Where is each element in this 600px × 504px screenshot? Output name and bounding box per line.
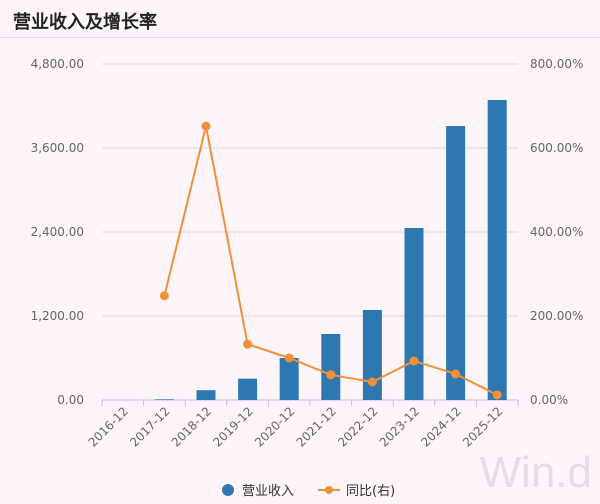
legend-line-label: 同比(右) bbox=[346, 484, 395, 499]
x-tick-label: 2019-12 bbox=[210, 404, 255, 449]
point-2021-12 bbox=[326, 370, 336, 380]
left-tick-label: 0.00 bbox=[57, 393, 84, 407]
point-2025-12 bbox=[492, 390, 502, 400]
x-tick-label: 2024-12 bbox=[418, 404, 463, 449]
x-tick-label: 2025-12 bbox=[460, 404, 505, 449]
point-2020-12 bbox=[284, 353, 294, 363]
bar-2018-12 bbox=[196, 390, 216, 400]
x-tick-label: 2018-12 bbox=[169, 404, 214, 449]
bar-2025-12 bbox=[487, 99, 507, 400]
bar-2024-12 bbox=[446, 126, 466, 401]
right-tick-label: 400.00% bbox=[530, 225, 583, 239]
x-tick-label: 2022-12 bbox=[335, 404, 380, 449]
legend-bar-label: 营业收入 bbox=[242, 484, 294, 499]
x-tick-label: 2017-12 bbox=[127, 404, 172, 449]
bar-2017-12 bbox=[154, 399, 174, 400]
right-tick-label: 0.00% bbox=[530, 393, 568, 407]
point-2018-12 bbox=[201, 121, 211, 131]
bar-2019-12 bbox=[238, 378, 258, 400]
x-tick-label: 2016-12 bbox=[86, 404, 131, 449]
x-tick-label: 2021-12 bbox=[294, 404, 339, 449]
bar-2020-12 bbox=[279, 358, 299, 400]
x-tick-label: 2020-12 bbox=[252, 404, 297, 449]
left-tick-label: 2,400.00 bbox=[31, 225, 84, 239]
right-tick-label: 200.00% bbox=[530, 309, 583, 323]
watermark: Win.d bbox=[479, 448, 592, 497]
x-tick-label: 2023-12 bbox=[377, 404, 422, 449]
divider bbox=[0, 37, 600, 38]
left-tick-label: 1,200.00 bbox=[31, 309, 84, 323]
legend-bar-marker bbox=[222, 484, 234, 496]
right-tick-label: 600.00% bbox=[530, 141, 583, 155]
point-2019-12 bbox=[243, 339, 253, 349]
point-2024-12 bbox=[451, 369, 461, 379]
bar-2022-12 bbox=[362, 309, 382, 400]
bar-2023-12 bbox=[404, 228, 424, 400]
left-tick-label: 3,600.00 bbox=[31, 141, 84, 155]
bar-2021-12 bbox=[321, 333, 341, 400]
chart-title: 营业收入及增长率 bbox=[13, 12, 157, 33]
point-2023-12 bbox=[409, 356, 419, 366]
legend-line-dot bbox=[325, 486, 333, 494]
right-tick-label: 800.00% bbox=[530, 57, 583, 71]
point-2017-12 bbox=[159, 291, 169, 301]
point-2022-12 bbox=[367, 377, 377, 387]
left-tick-label: 4,800.00 bbox=[31, 57, 84, 71]
